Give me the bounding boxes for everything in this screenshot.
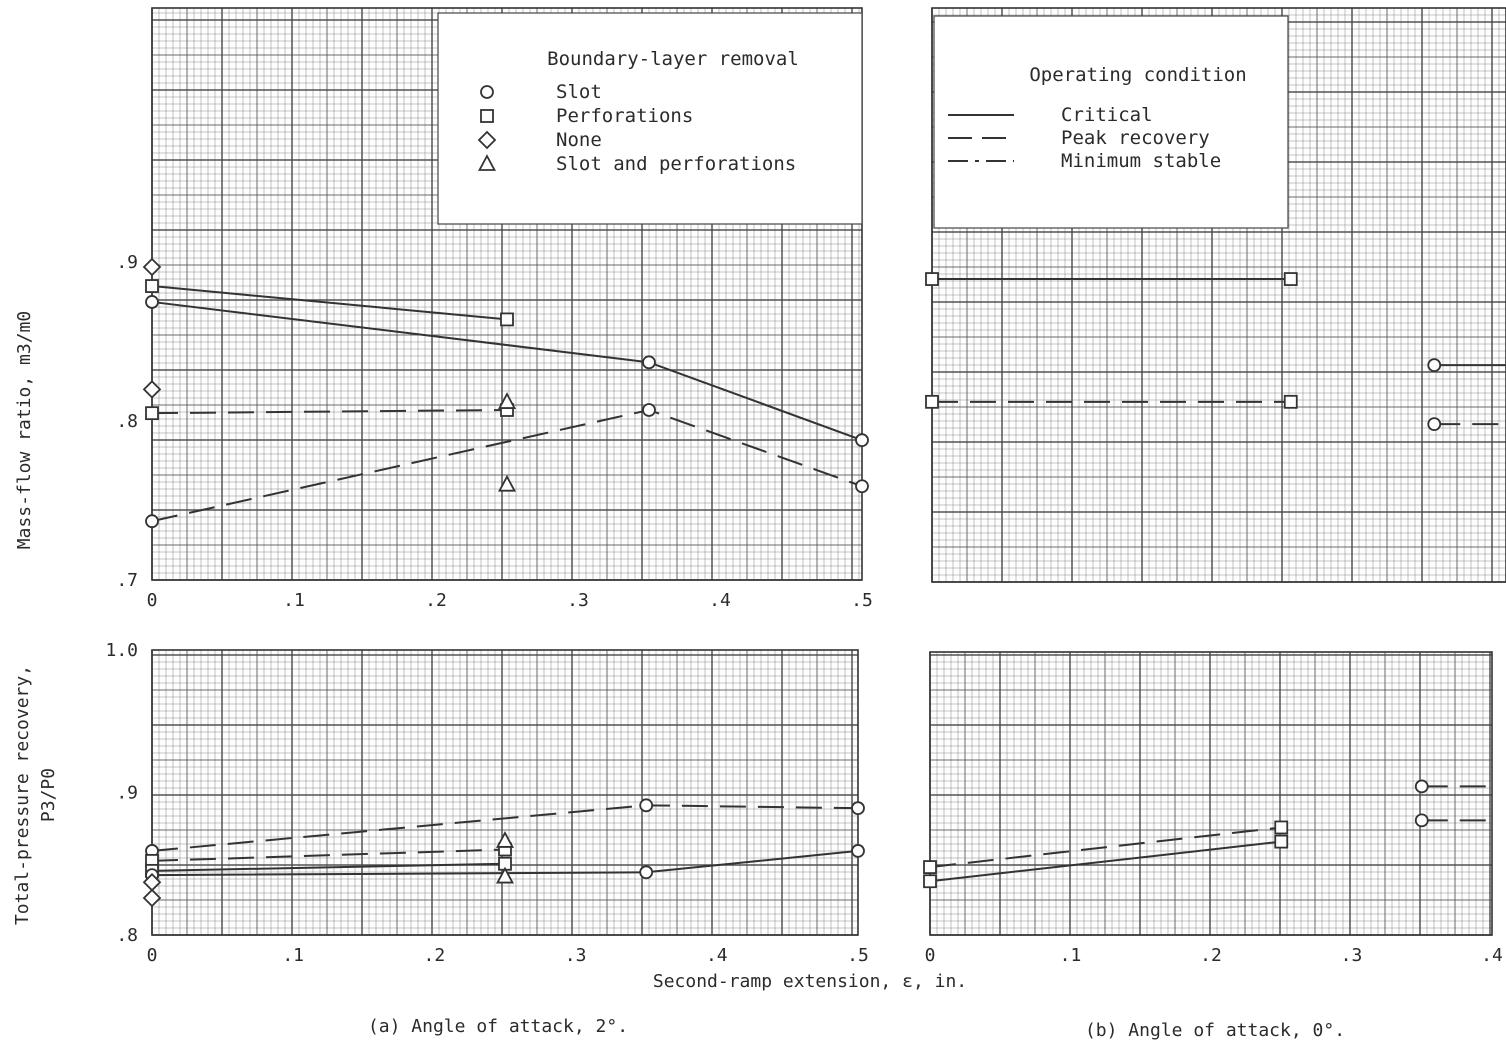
marker-square [1283, 272, 1298, 286]
marker-square [925, 272, 939, 286]
marker-diamond [142, 888, 162, 908]
y-tick-label: .9 [116, 252, 138, 273]
legend-item-dashdot: Minimum stable [1061, 150, 1221, 172]
y-tick-label: 1.0 [105, 640, 138, 661]
label-layer: Boundary-layer removal SlotPerforationsNo… [105, 48, 1502, 966]
chart-b_mass [925, 272, 1506, 432]
legend-operating-box [933, 15, 1289, 229]
marker-square [1274, 820, 1289, 835]
marker-square [145, 406, 159, 421]
series-line-1 [151, 848, 506, 862]
marker-circle [1427, 417, 1442, 432]
marker-square [1283, 394, 1298, 409]
marker-circle [642, 355, 656, 370]
x-tick-label: .1 [283, 590, 305, 611]
marker-diamond [477, 130, 497, 150]
x-tick-label: .5 [851, 590, 873, 611]
legend-boundary-layer-title: Boundary-layer removal [547, 48, 799, 70]
marker-circle [851, 801, 865, 816]
marker-square [500, 312, 514, 327]
marker-triangle [495, 866, 515, 884]
x-tick-label: .2 [1200, 945, 1222, 966]
x-tick-label: .4 [706, 945, 728, 966]
x-tick-label: .3 [565, 945, 587, 966]
marker-triangle [477, 154, 497, 171]
legend-boundary-layer-box [437, 12, 863, 225]
x-tick-label: .2 [424, 945, 446, 966]
marker-square [923, 874, 937, 889]
x-tick-label: .1 [1060, 945, 1082, 966]
y-tick-label: .9 [116, 783, 138, 804]
plot-frame [151, 7, 863, 581]
marker-circle [1414, 813, 1429, 828]
marker-square [1274, 834, 1289, 849]
marker-triangle [497, 474, 517, 492]
marker-circle [639, 865, 654, 880]
plot-frame [929, 651, 1493, 936]
marker-square [925, 394, 939, 409]
plot-frame [151, 649, 859, 936]
panel-caption-b: (b) Angle of attack, 0°. [1085, 1020, 1345, 1041]
x-tick-label: 0 [925, 945, 936, 966]
x-tick-label: .3 [567, 590, 589, 611]
marker-circle [480, 85, 494, 99]
series-line-2 [151, 862, 506, 872]
legend-item-diamond: None [556, 129, 602, 151]
x-tick-label: .2 [425, 590, 447, 611]
series-line-2 [151, 408, 508, 415]
grid-b_press [929, 651, 1493, 936]
chart-b_press [923, 779, 1492, 889]
marker-diamond [142, 380, 162, 399]
x-axis-title: Second-ramp extension, ε, in. [653, 971, 967, 992]
plot-frame [931, 7, 1506, 583]
marker-square [480, 109, 494, 123]
marker-circle [639, 798, 654, 813]
y-axis-title-pressure-line1: Total-pressure recovery, [12, 665, 33, 925]
x-tick-label: .4 [709, 590, 731, 611]
marker-circle [1414, 779, 1429, 794]
y-tick-label: .8 [116, 925, 138, 946]
marker-circle [145, 295, 159, 309]
marker-circle [851, 844, 865, 858]
marker-diamond [142, 257, 162, 277]
data-mark-layer [142, 257, 1506, 908]
y-tick-label: .7 [116, 570, 138, 591]
series-line-1 [929, 840, 1282, 883]
y-tick-label: .8 [116, 411, 138, 432]
chart-a_mass [142, 257, 869, 529]
legend-item-square: Perforations [556, 105, 693, 127]
marker-square [923, 860, 937, 874]
y-axis-title-mass-flow: Mass-flow ratio, m3/m0 [14, 311, 35, 549]
series-line-0 [151, 285, 508, 321]
legend-box-layer [437, 12, 1289, 229]
marker-circle [855, 479, 869, 494]
x-tick-label: .1 [282, 945, 304, 966]
legend-item-triangle: Slot and perforations [556, 153, 796, 175]
y-axis-title-pressure-line2: P3/P0 [38, 768, 59, 822]
x-tick-label: .3 [1341, 945, 1363, 966]
x-tick-label: .4 [1481, 945, 1503, 966]
marker-square [145, 279, 159, 293]
panel-caption-a: (a) Angle of attack, 2°. [368, 1016, 628, 1037]
plot-area [930, 652, 1492, 935]
x-tick-label: .5 [847, 945, 869, 966]
x-tick-label: 0 [147, 590, 158, 611]
legend-item-dashed: Peak recovery [1061, 127, 1210, 149]
marker-triangle [495, 831, 515, 848]
marker-triangle [497, 392, 517, 409]
legend-operating-title: Operating condition [1029, 64, 1246, 86]
grid-a_press [151, 649, 859, 936]
x-tick-label: 0 [147, 945, 158, 966]
legend-item-circle: Slot [556, 81, 602, 103]
legend-item-solid: Critical [1061, 104, 1153, 126]
series-line-0 [929, 826, 1282, 869]
chart-a_press [142, 798, 865, 908]
marker-circle [145, 514, 159, 529]
marker-circle [855, 433, 869, 448]
marker-circle [1427, 358, 1442, 373]
plot-area [152, 650, 858, 935]
marker-circle [642, 403, 656, 417]
